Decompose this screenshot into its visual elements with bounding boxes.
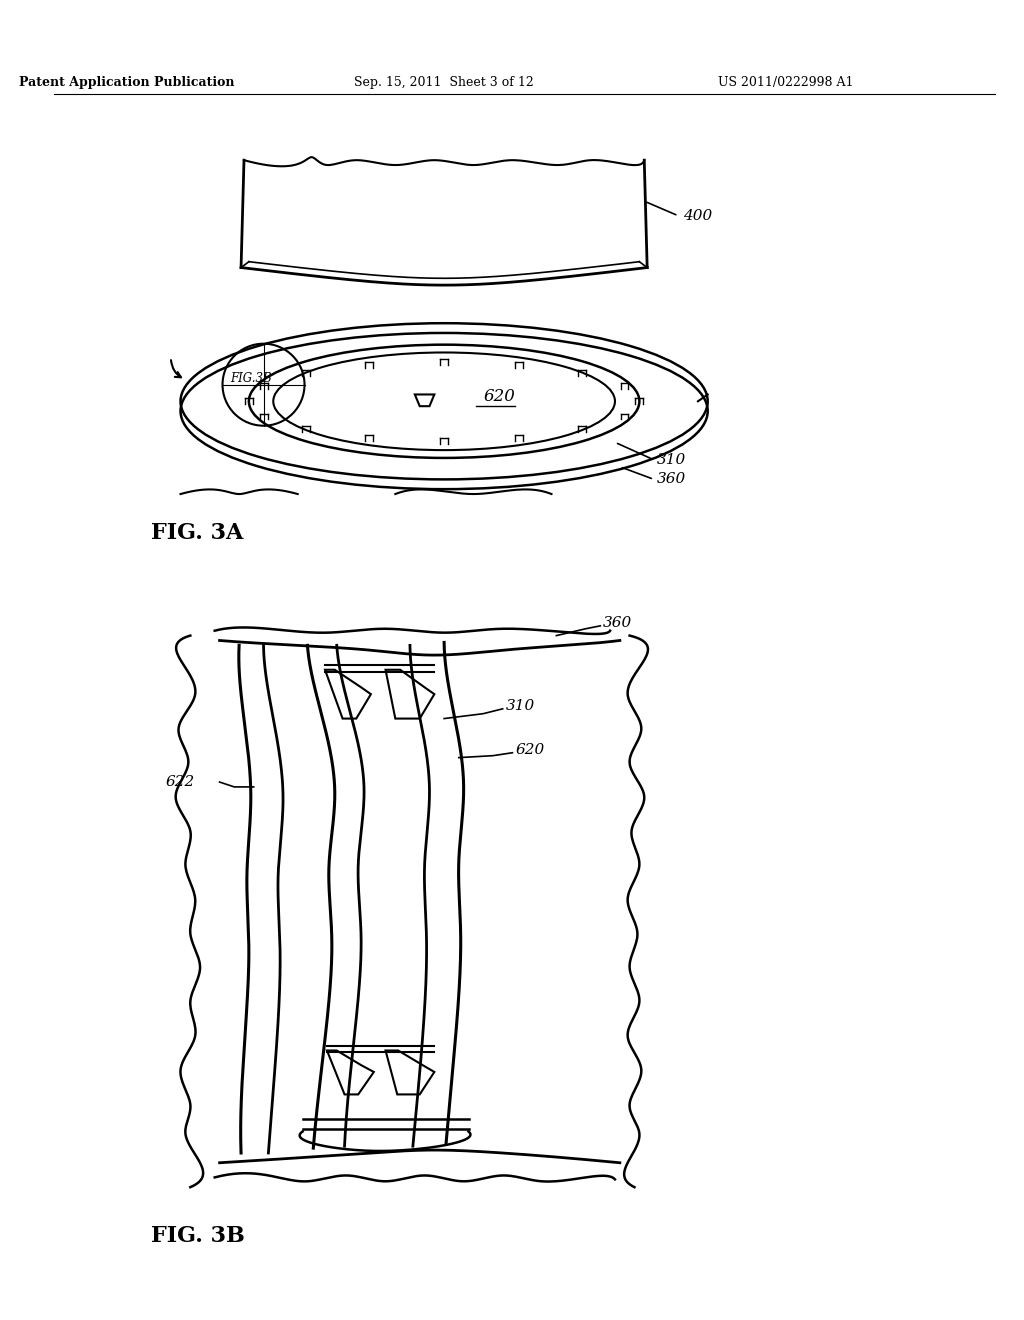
Text: 310: 310 (657, 453, 686, 467)
Text: FIG. 3A: FIG. 3A (152, 523, 244, 544)
Text: 400: 400 (683, 209, 713, 223)
Text: Sep. 15, 2011  Sheet 3 of 12: Sep. 15, 2011 Sheet 3 of 12 (354, 75, 534, 88)
Text: FIG. 3B: FIG. 3B (152, 1225, 245, 1247)
Text: 622: 622 (166, 775, 196, 789)
Text: 620: 620 (515, 743, 545, 756)
Text: 310: 310 (506, 698, 535, 713)
Text: 620: 620 (483, 388, 515, 405)
Text: 360: 360 (603, 616, 633, 630)
Text: 360: 360 (657, 473, 686, 486)
Text: US 2011/0222998 A1: US 2011/0222998 A1 (718, 75, 854, 88)
Text: FIG.3B: FIG.3B (230, 372, 271, 385)
Text: Patent Application Publication: Patent Application Publication (19, 75, 234, 88)
